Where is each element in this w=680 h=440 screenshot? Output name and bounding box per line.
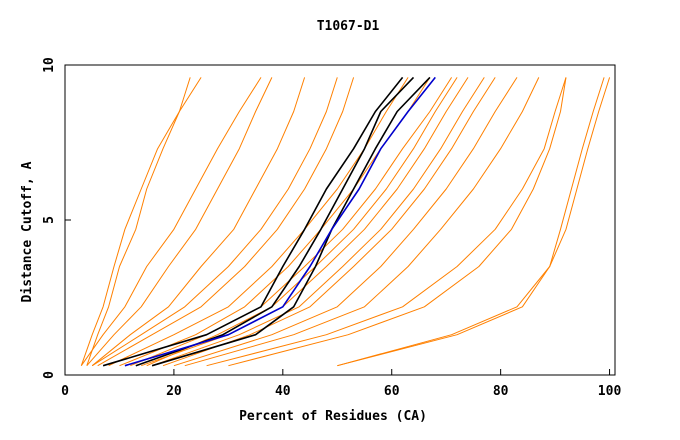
- series-line-18: [228, 77, 567, 367]
- series-line-11: [146, 77, 458, 367]
- y-axis: 0 5 10: [42, 57, 71, 379]
- series-line-13: [151, 77, 485, 367]
- series-line-19: [337, 77, 605, 367]
- x-tick-label: 80: [493, 384, 509, 399]
- series-line-1: [80, 77, 202, 366]
- x-tick-label: 20: [166, 384, 182, 399]
- y-axis-label: Distance Cutoff, A: [20, 161, 35, 302]
- series-line-2: [86, 77, 191, 366]
- x-axis-label: Percent of Residues (CA): [239, 409, 427, 424]
- series-line-9: [119, 77, 431, 367]
- x-axis: 0 20 40 60 80 100: [61, 369, 621, 399]
- x-tick-label: 60: [384, 384, 400, 399]
- x-tick-label: 100: [598, 384, 622, 399]
- series-line-17: [206, 77, 567, 367]
- plot-frame: [64, 64, 616, 376]
- series-line-3: [80, 77, 262, 366]
- series-line-6: [91, 77, 338, 367]
- plot-area: [80, 76, 611, 367]
- series-line-12: [141, 77, 469, 367]
- series-line-15: [173, 77, 518, 367]
- y-tick-label: 0: [42, 371, 57, 379]
- series-line-22: [135, 76, 415, 367]
- series-line-23: [151, 76, 431, 367]
- x-tick-label: 40: [275, 384, 291, 399]
- series-line-16: [184, 77, 540, 367]
- y-tick-label: 5: [42, 216, 57, 224]
- series-line-20: [337, 77, 611, 367]
- series-line-4: [86, 77, 273, 367]
- series-line-5: [91, 77, 306, 367]
- x-tick-label: 0: [61, 384, 69, 399]
- series-line-8: [108, 77, 409, 367]
- series-line-14: [162, 77, 496, 367]
- series-line-7: [97, 77, 355, 367]
- series-line-21: [102, 76, 404, 367]
- series-line-24: [124, 76, 436, 367]
- y-tick-label: 10: [42, 57, 57, 73]
- chart-title: T1067-D1: [317, 19, 380, 34]
